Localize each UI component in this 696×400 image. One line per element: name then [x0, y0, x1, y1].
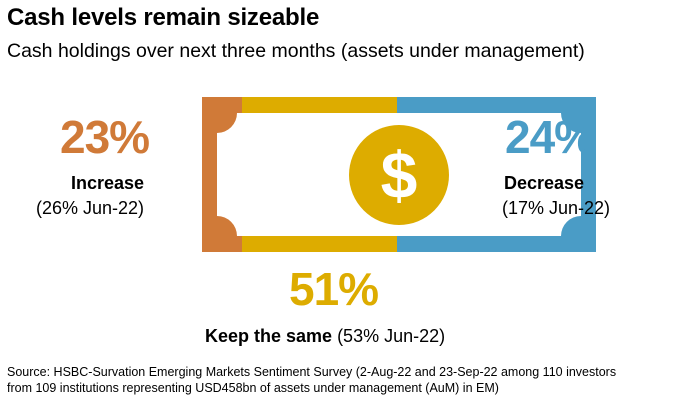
source-line-1: Source: HSBC-Survation Emerging Markets … — [7, 365, 617, 379]
same-previous: (53% Jun-22) — [332, 326, 446, 346]
source-note: Source: HSBC-Survation Emerging Markets … — [7, 364, 693, 396]
increase-previous: (26% Jun-22) — [36, 198, 145, 218]
decrease-percentage: 24% — [505, 111, 595, 163]
same-caption: Keep the same (53% Jun-22) — [205, 326, 445, 347]
increase-label: Increase — [71, 173, 145, 193]
chart-subtitle: Cash holdings over next three months (as… — [7, 40, 585, 62]
source-line-2: from 109 institutions representing USD45… — [7, 381, 499, 395]
same-percentage: 51% — [289, 263, 379, 315]
decrease-previous: (17% Jun-22) — [502, 198, 611, 218]
chart-title: Cash levels remain sizeable — [7, 4, 320, 31]
dollar-sign-icon: $ — [381, 138, 418, 212]
decrease-label: Decrease — [504, 173, 585, 193]
increase-percentage: 23% — [60, 111, 150, 163]
dollar-coin-icon — [349, 125, 449, 225]
same-label: Keep the same — [205, 326, 333, 346]
